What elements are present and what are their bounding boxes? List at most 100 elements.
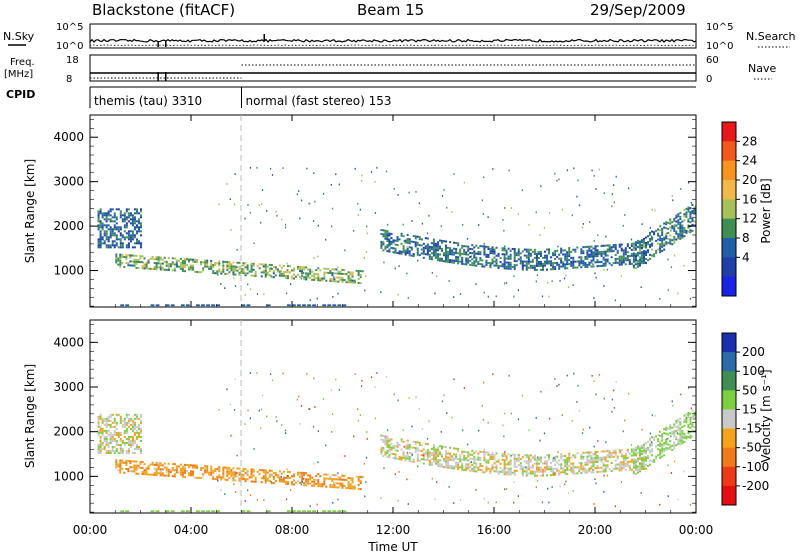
power-cell (557, 245, 559, 248)
power-cell (115, 208, 118, 211)
power-cell (262, 269, 265, 272)
velocity-cell (418, 459, 421, 462)
velocity-cell (507, 461, 510, 464)
velocity-cell (129, 462, 132, 465)
velocity-cell (469, 469, 472, 472)
power-cell (527, 260, 530, 263)
power-cell (120, 304, 125, 307)
velocity-cell (390, 442, 393, 445)
velocity-cell (422, 458, 425, 461)
power-cell (463, 249, 466, 252)
power-cell (495, 262, 498, 265)
velocity-cell (388, 444, 391, 447)
power-cell (105, 230, 108, 233)
velocity-cell (382, 455, 385, 458)
velocity-cell (99, 447, 102, 451)
power-cell (189, 264, 193, 267)
velocity-cell (133, 447, 136, 451)
velocity-cell (426, 449, 429, 452)
power-cell (552, 254, 555, 257)
velocity-cell (604, 456, 607, 459)
velocity-cell (276, 474, 279, 477)
power-cell (594, 249, 597, 252)
power-cell (675, 216, 678, 219)
velocity-cell (596, 450, 599, 453)
power-cell (548, 260, 551, 263)
velocity-cell (459, 454, 462, 457)
power-cell (535, 268, 538, 271)
velocity-cell (536, 456, 539, 459)
velocity-cell (467, 459, 470, 462)
velocity-cell (325, 473, 328, 476)
velocity-cell (288, 471, 291, 474)
power-cell (364, 289, 366, 292)
velocity-cell (145, 469, 148, 472)
power-cell (123, 230, 126, 233)
power-cell (416, 247, 419, 250)
power-cell (125, 304, 130, 307)
velocity-cell (103, 423, 106, 426)
power-cell (467, 247, 470, 250)
velocity-cell (282, 480, 285, 483)
power-cell (517, 252, 520, 255)
velocity-cell (263, 499, 265, 502)
velocity-cell (507, 471, 510, 474)
power-cell (384, 235, 387, 238)
velocity-cell (651, 414, 653, 417)
velocity-cell (109, 433, 112, 436)
velocity-cell (427, 453, 429, 456)
velocity-cell (139, 466, 142, 469)
power-cell (691, 217, 694, 220)
power-cell (262, 265, 265, 268)
power-cell (129, 264, 132, 267)
power-cell (264, 269, 267, 272)
velocity-cell (397, 499, 399, 502)
velocity-cell (578, 470, 581, 473)
velocity-cell (517, 453, 520, 456)
nave-label: Nave (748, 62, 776, 75)
power-cell (337, 304, 342, 307)
power-cell (351, 271, 354, 274)
power-cell (129, 234, 132, 237)
velocity-cell (485, 467, 488, 470)
power-cell (451, 251, 454, 254)
velocity-cell (359, 481, 362, 484)
power-cell (638, 250, 641, 253)
power-cell (499, 257, 502, 260)
power-cell (602, 264, 605, 267)
y-tick-label: 3000 (53, 380, 84, 394)
velocity-cell (288, 477, 291, 480)
power-cell (386, 246, 389, 249)
power-cell (434, 244, 437, 247)
power-cell (393, 187, 395, 190)
power-cell (640, 251, 643, 254)
power-cell (537, 256, 540, 259)
velocity-cell (302, 510, 306, 513)
power-cell (509, 257, 512, 260)
velocity-cell (636, 459, 639, 462)
velocity-cell (280, 478, 283, 481)
power-cell (445, 244, 448, 247)
power-cell (582, 223, 584, 225)
power-cell (339, 270, 342, 273)
velocity-cell (487, 501, 489, 504)
velocity-cell (226, 474, 229, 477)
velocity-cell (453, 457, 456, 460)
power-cell (535, 254, 538, 257)
velocity-cell (264, 481, 267, 484)
velocity-cell (501, 454, 504, 457)
power-cell (323, 277, 326, 280)
velocity-cell (445, 458, 448, 461)
velocity-cell (145, 471, 148, 474)
power-cell (661, 241, 664, 244)
power-cell (691, 219, 694, 222)
power-cell (556, 249, 559, 252)
velocity-cell (290, 489, 292, 491)
velocity-cell (432, 454, 435, 457)
power-cell (477, 260, 480, 263)
power-cell (141, 265, 144, 268)
power-cell (588, 247, 591, 250)
velocity-cell (137, 447, 140, 451)
velocity-cell (309, 505, 311, 508)
velocity-cell (580, 472, 583, 475)
